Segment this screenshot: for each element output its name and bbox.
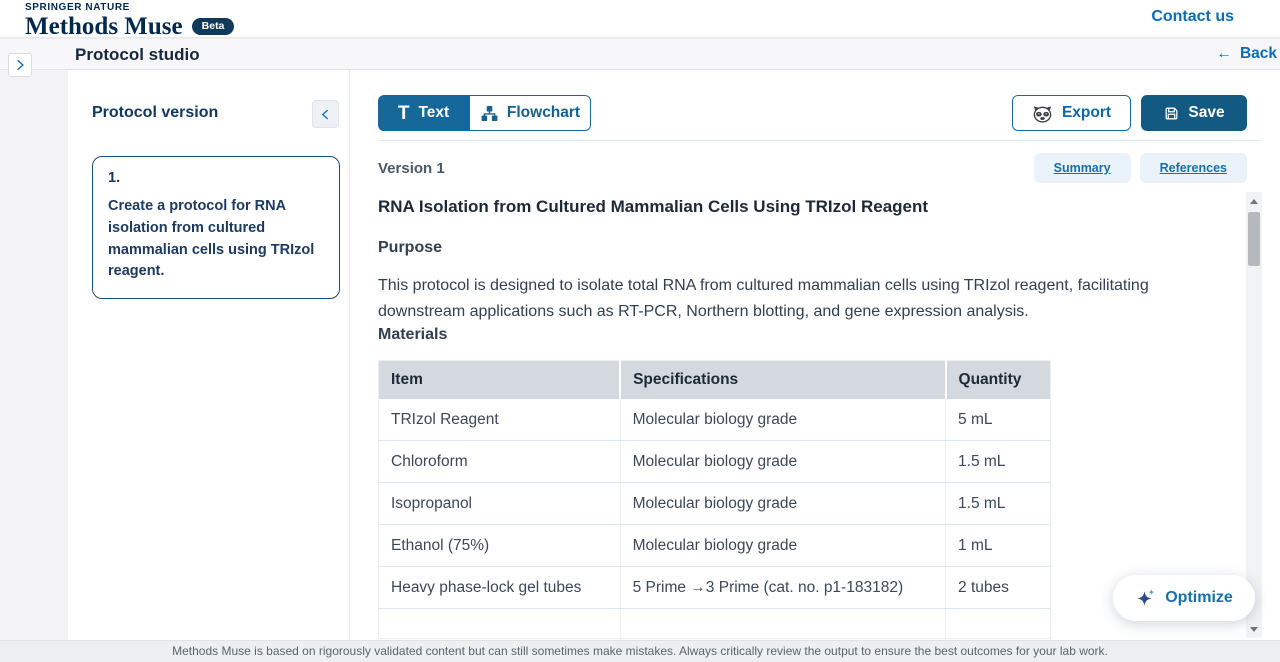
tab-text[interactable]: T Text	[378, 95, 469, 131]
cell-specifications: 5 Prime →3 Prime (cat. no. p1-183182)	[620, 566, 947, 609]
cell-item: TRIzol Reagent	[378, 399, 621, 441]
export-label: Export	[1061, 104, 1112, 121]
contact-us-link[interactable]: Contact us	[1151, 8, 1234, 25]
flowchart-icon	[480, 104, 499, 123]
protocol-document: Version 1 Summary References RNA Isolati…	[350, 141, 1280, 640]
main-card: Protocol version 1. Create a protocol fo…	[68, 70, 1280, 640]
tab-text-label: Text	[418, 104, 450, 121]
purpose-text: This protocol is designed to isolate tot…	[378, 277, 1149, 320]
triangle-up-icon	[1250, 198, 1258, 204]
cell-quantity: 2 tubes	[945, 566, 1051, 609]
purpose-heading: Purpose	[378, 239, 443, 256]
cell-item: Ethanol (75%)	[378, 524, 621, 567]
summary-link[interactable]: Summary	[1033, 153, 1131, 183]
cell-quantity: 5 mL	[945, 399, 1051, 441]
protocol-version-panel: Protocol version 1. Create a protocol fo…	[68, 70, 350, 640]
column-header-item: Item	[378, 360, 622, 399]
cell-quantity: 1.5 mL	[945, 482, 1051, 525]
toolbar-divider	[378, 140, 1262, 141]
back-link[interactable]: ← Back	[1216, 45, 1277, 63]
beta-badge: Beta	[191, 17, 235, 36]
footer-disclaimer: Methods Muse is based on rigorously vali…	[0, 640, 1280, 662]
table-row: Chloroform Molecular biology grade 1.5 m…	[378, 440, 1051, 483]
content-area: T Text Flowchart	[350, 70, 1280, 640]
table-row: Isopropanol Molecular biology grade 1.5 …	[378, 482, 1051, 525]
toolbar: T Text Flowchart	[350, 70, 1280, 140]
scrollbar-thumb[interactable]	[1248, 212, 1260, 266]
back-arrow-icon: ←	[1216, 45, 1232, 62]
brand-logo: SPRINGER NATURE Methods Muse Beta	[25, 2, 235, 40]
tab-flowchart-label: Flowchart	[506, 104, 581, 121]
table-row: Heavy phase-lock gel tubes 5 Prime →3 Pr…	[378, 566, 1051, 609]
table-row	[378, 608, 1051, 639]
cell-item: Chloroform	[378, 440, 621, 483]
protocol-title: RNA Isolation from Cultured Mammalian Ce…	[378, 197, 929, 216]
export-button[interactable]: Export	[1012, 95, 1131, 131]
version-card[interactable]: 1. Create a protocol for RNA isolation f…	[92, 156, 340, 299]
document-scrollbar	[1246, 192, 1262, 638]
chevron-left-icon	[319, 108, 332, 121]
back-label: Back	[1239, 45, 1277, 62]
scroll-down-button[interactable]	[1246, 622, 1262, 636]
table-header-row: Item Specifications Quantity	[378, 360, 1051, 399]
version-label: Version 1	[378, 159, 445, 177]
cell-specifications: Molecular biology grade	[620, 524, 947, 567]
collapse-panel-button[interactable]	[312, 100, 339, 128]
version-number: 1.	[108, 170, 121, 186]
materials-heading: Materials	[378, 326, 448, 343]
left-rail	[0, 70, 68, 640]
toolbar-actions: Export Save	[1012, 95, 1247, 131]
cell-specifications: Molecular biology grade	[620, 440, 947, 483]
page-bar: Protocol studio ← Back	[0, 38, 1280, 70]
chevron-right-icon	[13, 58, 27, 72]
save-button[interactable]: Save	[1141, 95, 1247, 131]
version-prompt-text: Create a protocol for RNA isolation from…	[108, 198, 315, 280]
springer-nature-wordmark: SPRINGER NATURE	[25, 2, 130, 13]
materials-table: Item Specifications Quantity TRIzol Reag…	[378, 360, 1051, 639]
scroll-up-button[interactable]	[1246, 194, 1262, 208]
cell-item: Heavy phase-lock gel tubes	[378, 566, 621, 609]
cell-item: Isopropanol	[378, 482, 621, 525]
table-row: TRIzol Reagent Molecular biology grade 5…	[378, 399, 1051, 441]
methods-muse-wordmark: Methods Muse	[25, 13, 183, 40]
references-link[interactable]: References	[1139, 153, 1247, 183]
triangle-down-icon	[1250, 626, 1258, 632]
column-header-quantity: Quantity	[945, 360, 1051, 399]
raccoon-icon	[1032, 104, 1053, 123]
cell-specifications: Molecular biology grade	[620, 482, 947, 525]
page-title: Protocol studio	[75, 45, 200, 64]
save-label: Save	[1188, 104, 1225, 121]
view-mode-tabs: T Text Flowchart	[378, 95, 591, 131]
tab-flowchart[interactable]: Flowchart	[469, 95, 591, 131]
cell-quantity: 1 mL	[945, 524, 1051, 567]
optimize-button[interactable]: Optimize	[1113, 575, 1255, 621]
cell-specifications: Molecular biology grade	[620, 399, 947, 441]
cell-quantity: 1.5 mL	[945, 440, 1051, 483]
text-icon: T	[397, 102, 410, 124]
optimize-label: Optimize	[1165, 589, 1233, 606]
table-row: Ethanol (75%) Molecular biology grade 1 …	[378, 524, 1051, 567]
column-header-specifications: Specifications	[620, 360, 947, 399]
app-header: SPRINGER NATURE Methods Muse Beta Contac…	[0, 0, 1280, 40]
save-icon	[1163, 105, 1180, 122]
protocol-version-title: Protocol version	[92, 104, 219, 121]
sparkle-icon	[1135, 588, 1156, 608]
expand-panel-button[interactable]	[8, 53, 32, 77]
